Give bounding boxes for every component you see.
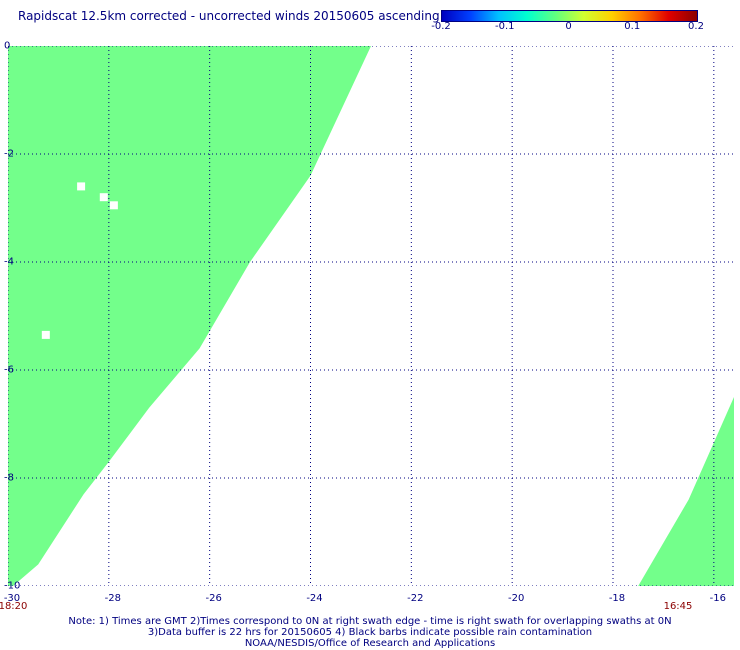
x-tick-label: -26 xyxy=(205,593,222,604)
x-tick-label: -20 xyxy=(507,593,525,604)
x-tick-label: -28 xyxy=(104,593,121,604)
note-line-1: Note: 1) Times are GMT 2)Times correspon… xyxy=(68,616,672,627)
data-gap xyxy=(77,182,86,191)
x-tick-label: -22 xyxy=(407,593,424,604)
x-tick-label: -18 xyxy=(608,593,626,604)
x-tick-label: -24 xyxy=(306,593,323,604)
y-tick-label: -6 xyxy=(4,364,14,376)
colorbar-tick-label: 0.2 xyxy=(688,21,704,32)
y-tick-label: -4 xyxy=(4,256,14,268)
data-gap xyxy=(41,330,50,339)
swath-time-left: 18:20 xyxy=(0,601,28,612)
colorbar-tick-label: -0.2 xyxy=(431,21,451,32)
note-line-3: NOAA/NESDIS/Office of Research and Appli… xyxy=(244,638,496,649)
swath-left xyxy=(8,46,371,586)
data-gap xyxy=(109,201,118,210)
map-title: Rapidscat 12.5km corrected - uncorrected… xyxy=(18,9,440,23)
y-tick-label: 0 xyxy=(4,40,11,52)
colorbar-tick-label: 0 xyxy=(565,21,572,32)
y-tick-label: -10 xyxy=(4,580,21,592)
y-tick-label: -8 xyxy=(4,472,14,484)
note-line-2: 3)Data buffer is 22 hrs for 20150605 4) … xyxy=(147,627,593,638)
data-gap xyxy=(99,193,108,202)
x-tick-label: -30 xyxy=(3,593,21,604)
colorbar-tick-label: 0.1 xyxy=(624,21,641,32)
swath-time-right: 16:45 xyxy=(663,601,693,612)
y-tick-label: -2 xyxy=(4,148,14,160)
colorbar xyxy=(441,10,698,22)
swath-map xyxy=(8,46,734,586)
x-tick-label: -16 xyxy=(709,593,726,604)
colorbar-tick-label: -0.1 xyxy=(494,21,515,32)
swath-right xyxy=(638,397,734,586)
